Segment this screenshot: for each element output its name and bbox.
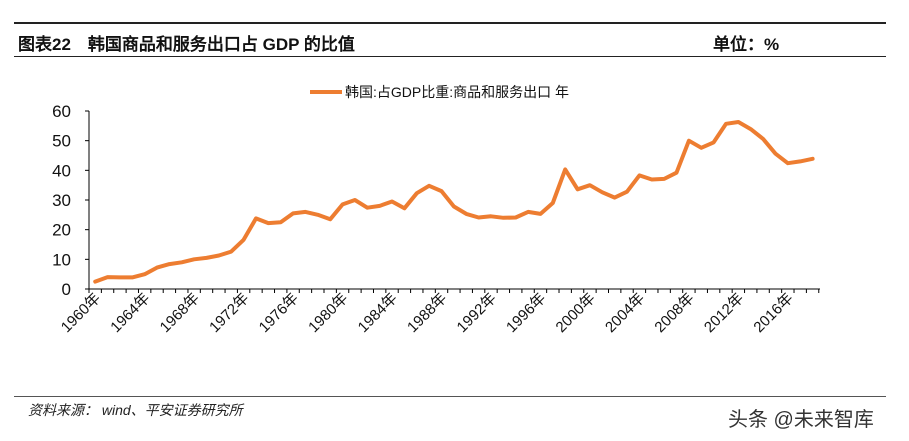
- x-tick-label: 1992年: [454, 290, 500, 336]
- x-tick-label: 2012年: [701, 290, 747, 336]
- x-tick-label: 1996年: [503, 290, 549, 336]
- y-tick-label: 30: [52, 191, 71, 210]
- y-tick-label: 40: [52, 161, 71, 180]
- x-tick-label: 1972年: [206, 290, 252, 336]
- chart-title: 图表22 韩国商品和服务出口占 GDP 的比值: [18, 35, 355, 54]
- y-tick-label: 50: [52, 132, 71, 151]
- x-tick-label: 1980年: [305, 290, 351, 336]
- series-line: [93, 120, 815, 284]
- x-tick-label: 2008年: [651, 290, 697, 336]
- legend-label: 韩国:占GDP比重:商品和服务出口 年: [345, 84, 569, 100]
- x-tick-label: 1976年: [256, 290, 302, 336]
- x-tick-label: 1984年: [355, 290, 401, 336]
- x-tick-label: 2016年: [750, 290, 796, 336]
- y-tick-label: 10: [52, 250, 71, 269]
- title-rule: [14, 56, 886, 57]
- y-tick-label: 0: [62, 280, 71, 299]
- unit-label: 单位：%: [713, 35, 780, 54]
- footer-rule: [14, 396, 886, 397]
- x-tick-label: 1988年: [404, 290, 450, 336]
- source-note: 资料来源： wind、平安证券研究所: [28, 402, 243, 418]
- x-tick-label: 1968年: [157, 290, 203, 336]
- x-tick-label: 2000年: [553, 290, 599, 336]
- top-rule: [14, 22, 886, 24]
- x-tick-label: 1964年: [107, 290, 153, 336]
- y-tick-label: 60: [52, 102, 71, 121]
- x-tick-label: 2004年: [602, 290, 648, 336]
- y-tick-label: 20: [52, 221, 71, 240]
- watermark: 头条 @未来智库: [728, 409, 874, 431]
